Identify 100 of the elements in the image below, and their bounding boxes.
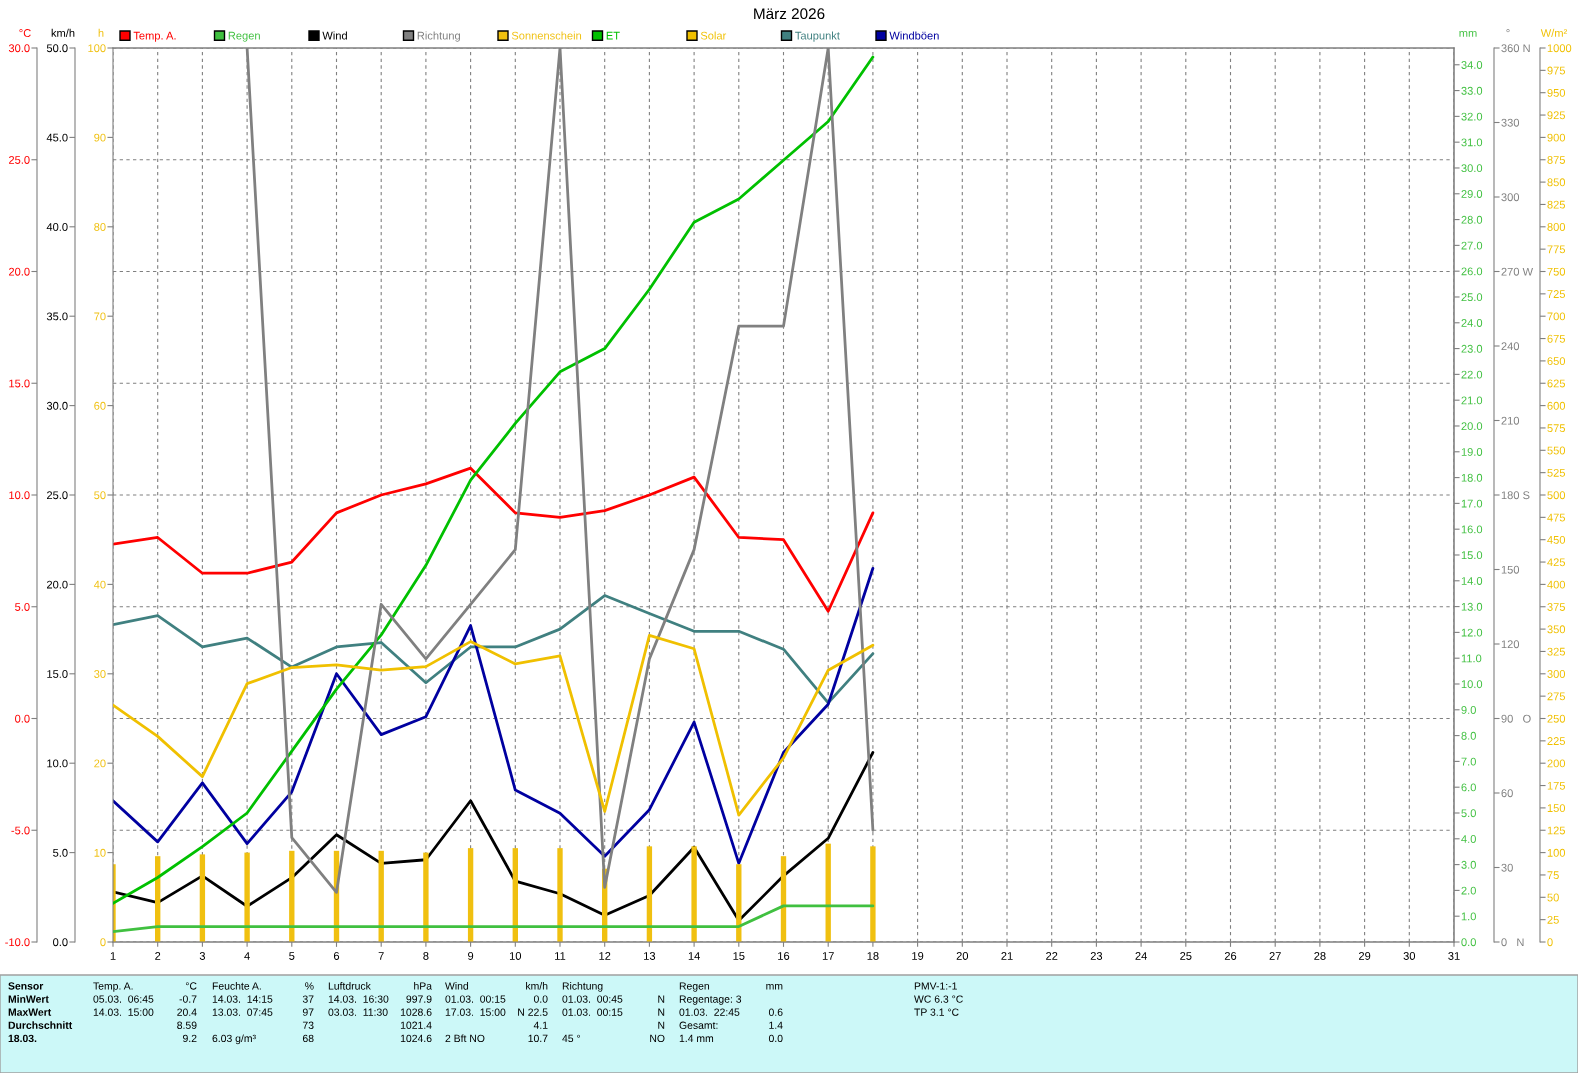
y3-tick-label: 60: [94, 401, 106, 410]
text: Luftdruck 14.03. 16:30 03.03. 11:30: [328, 982, 389, 1016]
y2-tick-label: 40.0: [46, 223, 68, 231]
y3-tick-label: 250: [1547, 714, 1566, 723]
x-tick-label: 6: [333, 952, 340, 960]
y3-tick-label: 90: [94, 133, 106, 142]
x-tick-label: 26: [1224, 952, 1237, 960]
y3-tick-label: 225: [1547, 737, 1566, 745]
y3-tick-label: 600: [1547, 401, 1566, 410]
y3-tick-label: 725: [1547, 290, 1566, 298]
x-tick-label: 30: [1403, 952, 1416, 960]
y3-tick-label: 875: [1547, 156, 1566, 164]
bar: [870, 846, 876, 942]
y-tick-label: 9.0: [1461, 706, 1476, 714]
y-tick-label: 31.0: [1461, 138, 1483, 147]
legend-label: Windböen: [889, 31, 939, 40]
y-tick-label: 14.0: [1461, 577, 1483, 585]
y2-tick-label: 150: [1501, 565, 1520, 574]
y3-tick-label: 25: [1547, 915, 1559, 924]
y3-tick-label: 30: [94, 670, 106, 678]
y-tick-label: 25.0: [1461, 293, 1483, 302]
y3-tick-label: 200: [1547, 759, 1566, 768]
x-tick-label: 24: [1135, 952, 1147, 960]
line-series: [113, 594, 875, 705]
line-series: [113, 55, 875, 905]
y-tick-label: 5.0: [1461, 809, 1476, 818]
y3-tick-label: 0: [100, 938, 106, 947]
x-tick-label: 10: [509, 952, 522, 960]
y3-tick-label: 650: [1547, 357, 1566, 366]
text: PMV-1:-1 WC 6.3 °C TP 3.1 °C: [914, 982, 963, 1016]
y2-tick-label: 35.0: [46, 312, 68, 321]
y3-tick-label: 425: [1547, 558, 1566, 567]
y3-tick-label: 150: [1547, 804, 1566, 813]
y3-tick-label: 100: [88, 44, 106, 53]
y2-tick-label: 270 W: [1501, 267, 1534, 276]
y2-tick-label: 360 N: [1501, 44, 1530, 53]
y3-tick-label: 70: [94, 312, 106, 321]
text: Richtung 01.03. 00:45 01.03. 00:15 45 °: [562, 982, 623, 1043]
x-tick-label: 13: [644, 952, 656, 960]
y-tick-label: 20.0: [1461, 422, 1483, 431]
y-tick-label: 32.0: [1461, 112, 1483, 121]
y-tick-label: 24.0: [1461, 319, 1483, 327]
x-tick-label: 15: [733, 952, 745, 960]
x-tick-label: 22: [1046, 952, 1058, 960]
y3-tick-label: 100: [1547, 848, 1566, 857]
y2-tick-label: 5.0: [53, 848, 68, 857]
y-tick-label: 28.0: [1461, 215, 1483, 224]
y3-tick-label: 500: [1547, 491, 1566, 500]
y2-tick-label: 180 S: [1501, 491, 1530, 500]
x-tick-label: 3: [199, 952, 205, 960]
y3-tick-label: 80: [94, 223, 106, 231]
bar: [691, 846, 697, 942]
y-axis-title: mm: [1459, 30, 1477, 37]
y2-tick-label: 50.0: [46, 44, 68, 53]
x-tick-label: 25: [1180, 952, 1192, 960]
text: km/h 0.0 N 22.5 4.1 10.7: [518, 982, 548, 1043]
x-tick-label: 5: [289, 952, 295, 960]
y2-tick-label: 0.0: [53, 938, 68, 947]
y-tick-label: 17.0: [1461, 499, 1483, 508]
y3-tick-label: 20: [94, 759, 106, 768]
x-tick-label: 2: [155, 952, 161, 960]
y2-tick-label: 120: [1501, 640, 1520, 649]
text: % 37 97 73 68: [302, 982, 314, 1043]
y-tick-label: 11.0: [1461, 654, 1482, 663]
y-tick-label: 0.0: [1461, 938, 1476, 947]
y-tick-label: 25.0: [8, 156, 30, 164]
x-tick-label: 23: [1090, 952, 1103, 960]
x-tick-label: 8: [423, 952, 429, 960]
line-series: [113, 633, 875, 817]
y2-tick-label: 30: [1501, 863, 1513, 872]
x-tick-label: 17: [822, 952, 834, 960]
y3-tick-label: 700: [1547, 312, 1566, 321]
legend-label: Taupunkt: [795, 31, 840, 42]
y2-tick-label: 15.0: [47, 670, 68, 678]
y3-tick-label: 750: [1547, 267, 1566, 276]
y-tick-label: 0.0: [15, 714, 30, 723]
y3-tick-label: 825: [1547, 200, 1566, 209]
x-tick-label: 14: [688, 952, 700, 960]
y-tick-label: 30.0: [1461, 164, 1483, 173]
y3-tick-label: 925: [1547, 111, 1566, 120]
y-tick-label: 8.0: [1461, 731, 1476, 740]
text: Regen Regentage: 3 01.03. 22:45 Gesamt: 1.4 mm: [679, 982, 742, 1042]
text: Sensor MinWert MaxWert Durchschnitt 18.03.: [8, 982, 73, 1043]
y3-tick-label: 275: [1547, 692, 1566, 701]
y-tick-label: 15.0: [1461, 551, 1483, 560]
y-tick-label: 7.0: [1461, 757, 1476, 766]
y2-tick-label: 20.0: [46, 580, 68, 589]
y-tick-label: 15.0: [9, 379, 30, 388]
y3-axis-title: h: [98, 28, 104, 37]
y3-tick-label: 550: [1547, 446, 1566, 455]
y3-tick-label: 800: [1547, 223, 1566, 231]
y3-tick-label: 850: [1547, 178, 1566, 187]
y3-tick-label: 325: [1547, 647, 1566, 656]
y3-tick-label: 975: [1547, 66, 1566, 75]
x-tick-label: 1: [110, 952, 116, 960]
y2-axis-title: km/h: [51, 28, 75, 37]
y3-tick-label: 1000: [1547, 44, 1572, 53]
y3-tick-label: 450: [1547, 535, 1566, 544]
y-tick-label: 2.0: [1461, 886, 1476, 895]
y3-tick-label: 350: [1547, 625, 1566, 634]
